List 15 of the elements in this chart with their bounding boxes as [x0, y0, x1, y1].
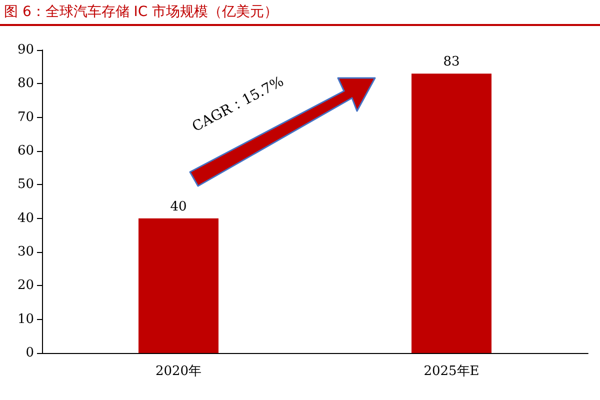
y-tick-label: 30 [17, 244, 34, 260]
data-label: 83 [443, 54, 460, 70]
y-tick-label: 80 [17, 76, 34, 92]
y-tick-label: 60 [17, 144, 34, 158]
y-tick-label: 20 [17, 278, 34, 294]
y-tick-label: 40 [17, 210, 34, 226]
y-tick-label: 10 [17, 312, 34, 327]
y-tick-label: 70 [17, 110, 34, 125]
y-tick-label: 0 [26, 346, 34, 360]
x-tick-label: 2025年E [424, 364, 480, 379]
x-tick-label: 2020年 [155, 364, 202, 379]
data-label: 40 [170, 199, 187, 214]
chart-title: 图 6：全球汽车存储 IC 市场规模（亿美元） [4, 3, 278, 21]
y-tick-label: 50 [17, 177, 34, 192]
y-tick-label: 90 [17, 42, 34, 58]
